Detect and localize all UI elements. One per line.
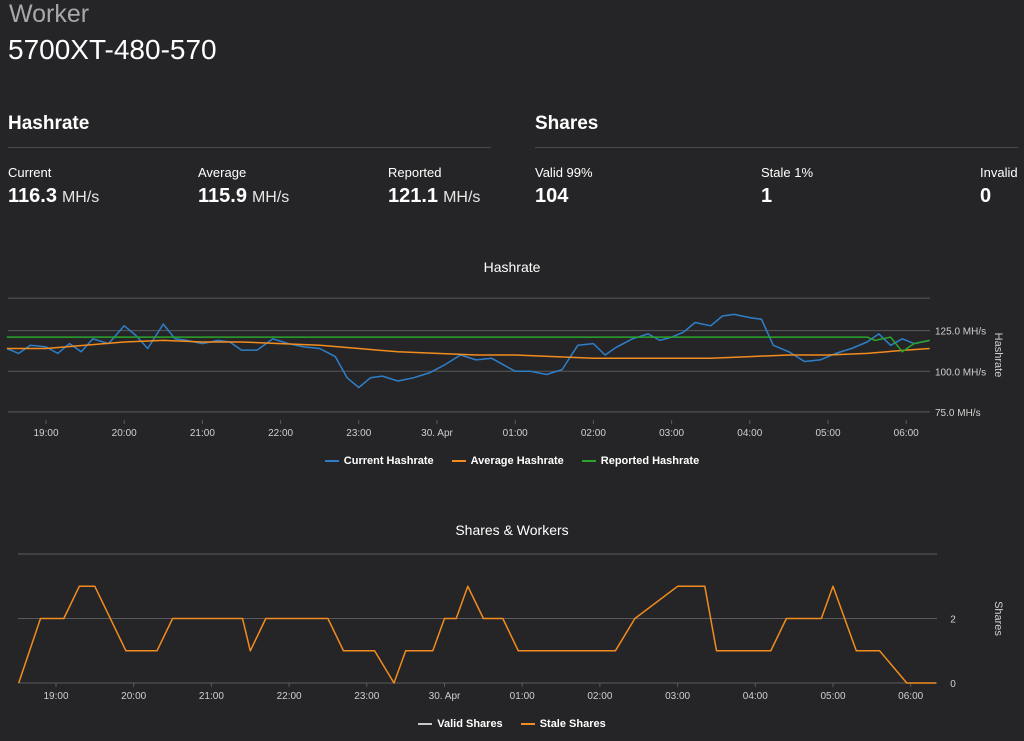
x-tick-label: 19:00	[33, 428, 58, 439]
series-line-reported-hashrate	[6, 336, 930, 353]
invalid-shares-label: Invalid	[980, 165, 1018, 180]
invalid-shares-value: 0	[980, 185, 992, 207]
legend-current-label: Current Hashrate	[343, 455, 434, 467]
legend-average-hashrate[interactable]: Average Hashrate	[451, 455, 564, 467]
y-tick-label: 75.0 MH/s	[935, 408, 981, 419]
hashrate-legend: Current Hashrate Average Hashrate Report…	[0, 455, 1024, 467]
valid-shares-label: Valid 99%	[535, 165, 593, 180]
current-hashrate-unit: MH/s	[61, 189, 100, 206]
series-line-stale-shares	[17, 585, 937, 684]
x-tick-label: 06:00	[898, 691, 923, 702]
reported-hashrate-unit: MH/s	[443, 189, 481, 206]
series-line-average-hashrate	[6, 339, 930, 360]
shares-section-title: Shares	[535, 113, 599, 134]
x-tick-label: 20:00	[121, 691, 146, 702]
y-axis-title: Hashrate	[992, 333, 1004, 378]
x-tick-label: 21:00	[190, 428, 215, 439]
reported-hashrate-value: 121.1 MH/s	[388, 185, 480, 208]
x-tick-label: 06:00	[894, 428, 919, 439]
legend-swatch-reported	[581, 460, 596, 462]
legend-swatch-average	[451, 460, 466, 462]
shares-chart: 2 0 Shares 19:00 20:00 21:00 22:00 23:00 30. Apr…	[17, 553, 1004, 702]
legend-swatch-valid	[418, 723, 433, 725]
x-tick-label: 04:00	[743, 691, 768, 702]
x-tick-label: 01:00	[510, 691, 535, 702]
legend-stale-label: Stale Shares	[539, 718, 606, 730]
legend-swatch-current	[324, 460, 339, 462]
hashrate-divider	[8, 147, 491, 148]
x-tick-label: 21:00	[199, 691, 224, 702]
valid-shares-value: 104	[535, 185, 569, 207]
stale-shares-label: Stale 1%	[761, 165, 814, 180]
x-tick-label: 03:00	[659, 428, 684, 439]
average-hashrate-unit: MH/s	[251, 189, 290, 206]
x-tick-label: 05:00	[815, 428, 840, 439]
x-tick-label: 19:00	[43, 691, 68, 702]
current-hashrate-value: 116.3 MH/s	[8, 185, 99, 208]
x-tick-label: 23:00	[354, 691, 379, 702]
legend-swatch-stale	[520, 723, 535, 725]
hashrate-section-title: Hashrate	[8, 113, 90, 134]
x-tick-label: 01:00	[503, 428, 528, 439]
y-tick-label: 125.0 MH/s	[935, 327, 986, 338]
legend-valid-label: Valid Shares	[437, 718, 503, 730]
y-tick-label: 2	[950, 615, 956, 626]
legend-current-hashrate[interactable]: Current Hashrate	[324, 455, 434, 467]
shares-divider	[535, 147, 1018, 148]
average-hashrate-value: 115.9 MH/s	[198, 185, 289, 208]
x-tick-label: 03:00	[665, 691, 690, 702]
hashrate-chart-title: Hashrate	[483, 259, 541, 275]
x-tick-label: 02:00	[587, 691, 612, 702]
x-tick-label: 23:00	[346, 428, 371, 439]
current-hashrate-label: Current	[8, 165, 52, 180]
average-hashrate-number: 115.9	[198, 185, 247, 207]
y-tick-label: 100.0 MH/s	[935, 367, 986, 378]
legend-reported-label: Reported Hashrate	[600, 455, 700, 467]
x-tick-label: 05:00	[820, 691, 845, 702]
x-tick-label: 20:00	[112, 428, 137, 439]
stale-shares-value: 1	[761, 185, 773, 207]
x-tick-label: 22:00	[277, 691, 302, 702]
reported-hashrate-number: 121.1	[388, 185, 439, 207]
hashrate-chart: 125.0 MH/s 100.0 MH/s 75.0 MH/s Hashrate 19:…	[6, 297, 1004, 439]
worker-label: Worker	[9, 0, 90, 28]
legend-valid-shares[interactable]: Valid Shares	[418, 718, 503, 730]
current-hashrate-number: 116.3	[8, 185, 57, 207]
reported-hashrate-label: Reported	[388, 165, 442, 180]
x-tick-label: 30. Apr	[429, 691, 461, 702]
series-line-current-hashrate	[6, 313, 930, 389]
average-hashrate-label: Average	[198, 165, 247, 180]
shares-chart-title: Shares & Workers	[455, 522, 569, 538]
y-tick-label: 0	[950, 679, 956, 690]
y-axis-title: Shares	[992, 601, 1004, 636]
shares-legend: Valid Shares Stale Shares	[0, 718, 1024, 730]
legend-reported-hashrate[interactable]: Reported Hashrate	[581, 455, 700, 467]
x-tick-label: 30. Apr	[421, 428, 453, 439]
legend-stale-shares[interactable]: Stale Shares	[520, 718, 606, 730]
worker-name: 5700XT-480-570	[8, 34, 217, 65]
x-tick-label: 22:00	[268, 428, 293, 439]
legend-average-label: Average Hashrate	[470, 455, 564, 467]
x-tick-label: 02:00	[581, 428, 606, 439]
x-tick-label: 04:00	[737, 428, 762, 439]
